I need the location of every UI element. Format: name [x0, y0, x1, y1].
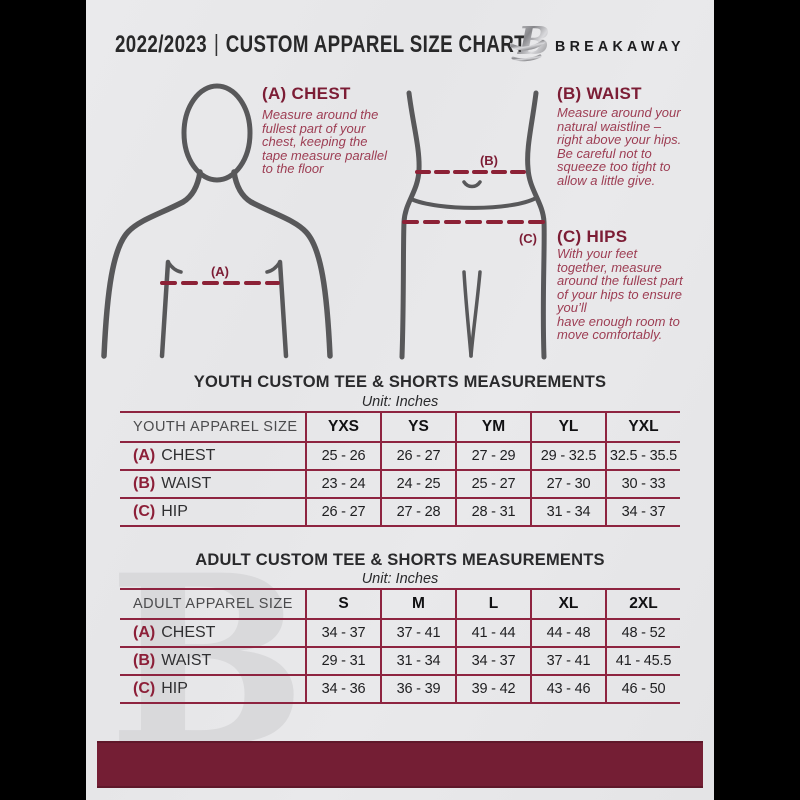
measurement-value: 34 - 36 [305, 676, 380, 702]
size-header: YS [380, 413, 455, 441]
measurement-value: 43 - 46 [530, 676, 605, 702]
hips-heading: (C) HIPS [557, 227, 628, 246]
chest-instructions: Measure around the fullest part of your … [262, 107, 388, 176]
measurement-value: 25 - 27 [455, 471, 530, 497]
size-header: YM [455, 413, 530, 441]
measurement-value: 27 - 30 [530, 471, 605, 497]
torso-chest-figure: (A) [101, 83, 333, 359]
measurement-value: 31 - 34 [380, 648, 455, 674]
size-header: S [305, 590, 380, 618]
table-row-waist: (B) WAIST 29 - 31 31 - 34 34 - 37 37 - 4… [120, 648, 680, 676]
row-marker: (A) [133, 447, 156, 464]
adult-unit-label: Unit: Inches [361, 571, 439, 587]
youth-section-title: YOUTH CUSTOM TEE & SHORTS MEASUREMENTS [193, 373, 607, 391]
table-row-hip: (C) HIP 34 - 36 36 - 39 39 - 42 43 - 46 … [120, 676, 680, 704]
measurement-value: 36 - 39 [380, 676, 455, 702]
chest-marker-label: (A) [211, 264, 229, 279]
row-name: HIP [161, 680, 188, 697]
table-row-chest: (A) CHEST 34 - 37 37 - 41 41 - 44 44 - 4… [120, 620, 680, 648]
adult-size-table: ADULT APPAREL SIZE S M L XL 2XL (A) CHES… [120, 588, 680, 704]
adult-size-column-header: ADULT APPAREL SIZE [133, 596, 293, 612]
measurement-value: 48 - 52 [605, 620, 680, 646]
waist-heading: (B) WAIST [557, 84, 642, 103]
table-row-chest: (A) CHEST 25 - 26 26 - 27 27 - 29 29 - 3… [120, 443, 680, 471]
row-marker: (B) [133, 652, 156, 669]
row-label: (B) WAIST [120, 648, 305, 674]
row-label: (C) HIP [120, 676, 305, 702]
measurement-value: 37 - 41 [380, 620, 455, 646]
measurement-value: 34 - 37 [305, 620, 380, 646]
waist-marker-label: (B) [480, 153, 498, 168]
youth-size-table: YOUTH APPAREL SIZE YXS YS YM YL YXL (A) … [120, 411, 680, 527]
chart-title: CUSTOM APPAREL SIZE CHART [225, 31, 526, 58]
row-marker: (C) [133, 680, 156, 697]
breakaway-logo-icon: B [510, 18, 548, 63]
measurement-value: 39 - 42 [455, 676, 530, 702]
page-title: 2022/2023 CUSTOM APPAREL SIZE CHART [115, 31, 526, 59]
measurement-value: 27 - 29 [455, 443, 530, 469]
row-name: CHEST [161, 447, 216, 464]
brand-b-watermark: B [108, 524, 307, 800]
measurement-value: 24 - 25 [380, 471, 455, 497]
measurement-value: 41 - 45.5 [605, 648, 680, 674]
brand-wordmark: BREAKAWAY [555, 38, 685, 55]
size-header: M [380, 590, 455, 618]
measurement-value: 29 - 31 [305, 648, 380, 674]
row-name: HIP [161, 503, 188, 520]
measurement-value: 44 - 48 [530, 620, 605, 646]
measurement-value: 23 - 24 [305, 471, 380, 497]
size-header: YXL [605, 413, 680, 441]
table-header-row: ADULT APPAREL SIZE S M L XL 2XL [120, 590, 680, 620]
row-name: WAIST [161, 652, 212, 669]
youth-unit-label: Unit: Inches [361, 394, 439, 410]
row-label: (C) HIP [120, 499, 305, 525]
season-year: 2022/2023 [115, 31, 208, 58]
size-header: YXS [305, 413, 380, 441]
measurement-value: 27 - 28 [380, 499, 455, 525]
measurement-value: 28 - 31 [455, 499, 530, 525]
row-label: (A) CHEST [120, 620, 305, 646]
youth-size-column-header: YOUTH APPAREL SIZE [133, 419, 298, 435]
hips-instructions: With your feet together, measure around … [557, 246, 683, 342]
row-marker: (A) [133, 624, 156, 641]
measurement-value: 26 - 27 [380, 443, 455, 469]
table-header-row: YOUTH APPAREL SIZE YXS YS YM YL YXL [120, 413, 680, 443]
measurement-value: 29 - 32.5 [530, 443, 605, 469]
measurement-value: 34 - 37 [455, 648, 530, 674]
hips-waist-figure: (B) (C) [399, 90, 547, 360]
row-label: (B) WAIST [120, 471, 305, 497]
row-label: (A) CHEST [120, 443, 305, 469]
title-divider [215, 34, 218, 56]
size-header: YL [530, 413, 605, 441]
measurement-value: 41 - 44 [455, 620, 530, 646]
row-marker: (B) [133, 475, 156, 492]
size-header: L [455, 590, 530, 618]
measurement-value: 31 - 34 [530, 499, 605, 525]
size-header: XL [530, 590, 605, 618]
hips-marker-label: (C) [519, 231, 537, 246]
size-chart-document: B 2022/2023 CUSTOM APPAREL SIZE CHART B … [86, 0, 714, 800]
measurement-value: 32.5 - 35.5 [605, 443, 680, 469]
measurement-value: 25 - 26 [305, 443, 380, 469]
chest-heading: (A) CHEST [262, 84, 351, 103]
measurement-value: 30 - 33 [605, 471, 680, 497]
row-name: WAIST [161, 475, 212, 492]
measurement-value: 37 - 41 [530, 648, 605, 674]
table-row-hip: (C) HIP 26 - 27 27 - 28 28 - 31 31 - 34 … [120, 499, 680, 527]
row-marker: (C) [133, 503, 156, 520]
adult-section-title: ADULT CUSTOM TEE & SHORTS MEASUREMENTS [195, 551, 605, 569]
measurement-value: 26 - 27 [305, 499, 380, 525]
measurement-value: 34 - 37 [605, 499, 680, 525]
table-row-waist: (B) WAIST 23 - 24 24 - 25 25 - 27 27 - 3… [120, 471, 680, 499]
waist-instructions: Measure around your natural waistline – … [557, 105, 682, 188]
footer-accent-bar [97, 741, 703, 788]
measurement-value: 46 - 50 [605, 676, 680, 702]
size-header: 2XL [605, 590, 680, 618]
row-name: CHEST [161, 624, 216, 641]
